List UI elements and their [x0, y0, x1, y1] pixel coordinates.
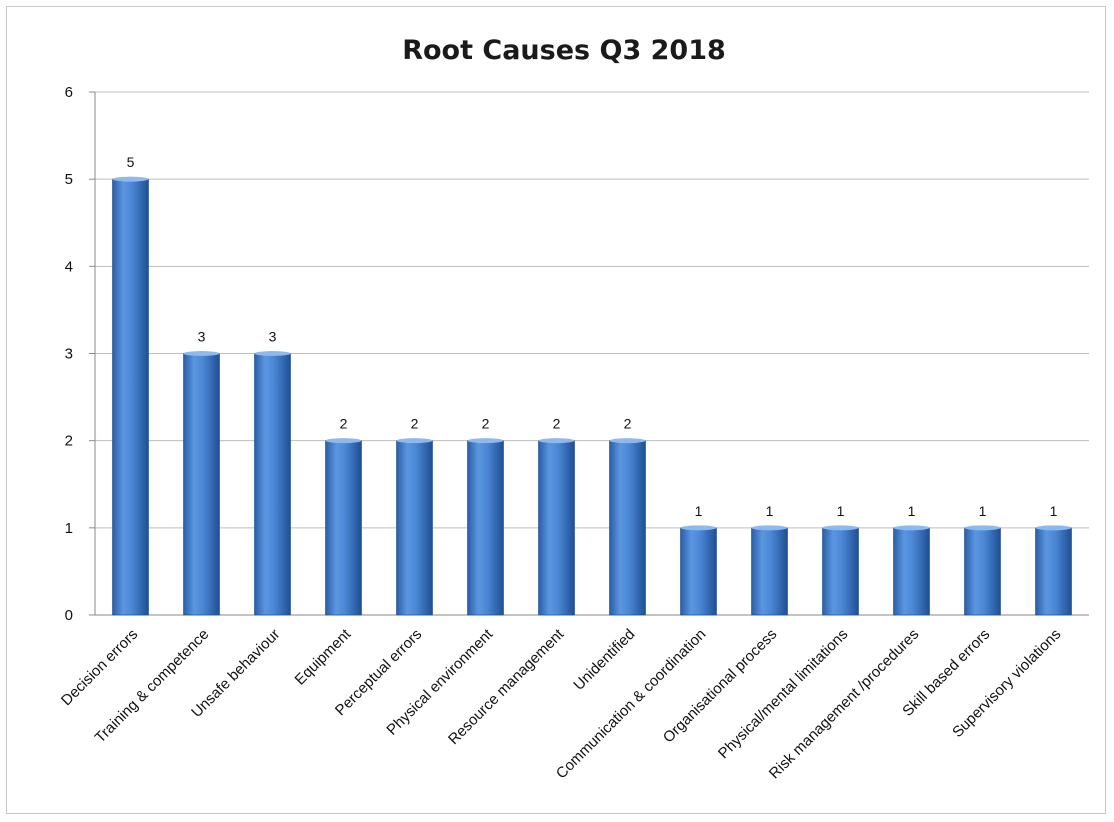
bar [822, 527, 859, 616]
bar-top [1035, 525, 1072, 531]
y-axis-ticks: 0 1 2 3 4 5 6 [65, 84, 73, 624]
bar-top [183, 351, 220, 356]
data-label: 2 [411, 416, 419, 432]
x-tick-label: Unidentified [570, 626, 638, 694]
bar [325, 440, 362, 616]
bar-top [112, 176, 149, 182]
bar [538, 440, 575, 616]
x-tick-label: Equipment [292, 625, 355, 688]
bar-top [538, 438, 575, 444]
data-label: 1 [979, 503, 987, 519]
x-tick-label: Risk management /procedures [766, 626, 922, 782]
bar [751, 527, 788, 616]
x-tick-label: Training & competence [92, 626, 213, 747]
bar-top [396, 438, 433, 444]
data-label: 1 [766, 503, 774, 519]
bar [467, 440, 504, 616]
y-tick-label: 5 [65, 171, 73, 188]
bar-top [751, 525, 788, 531]
bars [112, 176, 1072, 616]
gridlines [89, 91, 1089, 616]
data-label: 1 [837, 503, 845, 519]
data-label: 2 [553, 416, 561, 432]
chart-frame: Root Causes Q3 2018 0 1 2 3 4 5 6 5 3 3 2 2 2 2 2 1 1 1 1… [6, 6, 1106, 814]
bar [893, 527, 930, 616]
y-tick-label: 6 [65, 84, 73, 101]
y-tick-label: 4 [65, 258, 73, 275]
data-label: 2 [624, 416, 632, 432]
bar [680, 527, 717, 616]
bar [183, 353, 220, 616]
bar [964, 527, 1001, 616]
bar [254, 353, 291, 616]
data-label: 2 [340, 416, 348, 432]
data-label: 2 [482, 416, 490, 432]
y-tick-label: 3 [65, 346, 73, 363]
bar-top [467, 438, 504, 444]
bar [396, 440, 433, 616]
data-label: 5 [127, 154, 135, 170]
bar [1035, 527, 1072, 616]
bar-top [893, 525, 930, 531]
data-label: 1 [1050, 503, 1058, 519]
chart-title: Root Causes Q3 2018 [402, 35, 726, 66]
bar-top [680, 525, 717, 531]
bar-top [254, 351, 291, 356]
bar-top [325, 438, 362, 444]
data-label: 1 [695, 503, 703, 519]
bar [609, 440, 646, 616]
y-tick-label: 1 [65, 520, 73, 537]
bar-top [964, 525, 1001, 531]
bar-top [822, 525, 859, 531]
data-labels: 5 3 3 2 2 2 2 2 1 1 1 1 1 1 [127, 154, 1058, 519]
y-tick-label: 0 [65, 607, 73, 624]
y-tick-label: 2 [65, 433, 73, 450]
bar-chart: Root Causes Q3 2018 0 1 2 3 4 5 6 5 3 3 2 2 2 2 2 1 1 1 1… [58, 35, 1089, 782]
data-label: 3 [269, 329, 277, 345]
data-label: 1 [908, 503, 916, 519]
bar-top [609, 438, 646, 444]
x-tick-label: Physical/mental limitations [715, 626, 851, 762]
bar [112, 178, 149, 616]
x-tick-label: Resource management [445, 625, 568, 748]
data-label: 3 [198, 329, 206, 345]
x-tick-label: Communication & coordination [553, 626, 709, 782]
